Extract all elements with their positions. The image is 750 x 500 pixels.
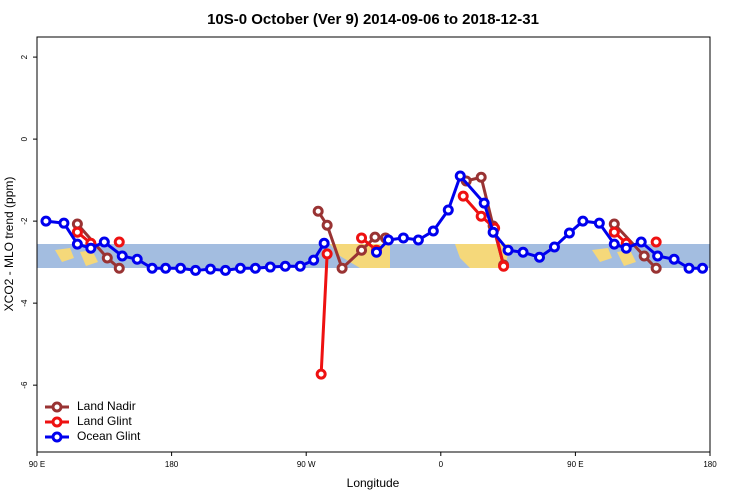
data-point: [697, 262, 709, 274]
x-tick-label: 0: [439, 460, 444, 469]
data-point: [442, 204, 454, 216]
data-point: [652, 250, 664, 262]
data-point: [454, 170, 466, 182]
data-point: [318, 237, 330, 249]
data-point: [294, 260, 306, 272]
data-point: [498, 260, 510, 272]
data-point: [638, 250, 650, 262]
y-tick-label: -2: [20, 217, 29, 225]
data-point: [620, 242, 632, 254]
data-point: [608, 238, 620, 250]
data-point: [101, 252, 113, 264]
data-point: [650, 262, 662, 274]
legend-label: Land Nadir: [77, 399, 136, 413]
data-point: [160, 262, 172, 274]
data-point: [71, 238, 83, 250]
x-tick-label: 90 W: [297, 460, 316, 469]
data-point: [85, 242, 97, 254]
x-tick-label: 90 E: [29, 460, 45, 469]
data-point: [321, 248, 333, 260]
data-point: [370, 246, 382, 258]
y-tick-label: 2: [20, 54, 29, 59]
data-point: [321, 219, 333, 231]
data-point: [58, 217, 70, 229]
series-line: [77, 196, 656, 374]
x-tick-label: 180: [703, 460, 717, 469]
chart-title: 10S-0 October (Ver 9) 2014-09-06 to 2018…: [207, 11, 539, 28]
data-point: [608, 226, 620, 238]
data-point: [427, 225, 439, 237]
x-axis-label: Longitude: [347, 476, 400, 490]
data-point: [249, 262, 261, 274]
data-point: [264, 261, 276, 273]
data-point: [98, 236, 110, 248]
data-point: [534, 251, 546, 263]
data-point: [548, 241, 560, 253]
y-tick-label: -4: [20, 299, 29, 307]
data-point: [382, 234, 394, 246]
legend-label: Ocean Glint: [77, 429, 141, 443]
y-tick-label: -6: [20, 381, 29, 389]
y-axis-label: XCO2 - MLO trend (ppm): [2, 177, 16, 312]
data-point: [593, 217, 605, 229]
data-point: [563, 227, 575, 239]
data-point: [517, 246, 529, 258]
data-point: [113, 262, 125, 274]
legend-label: Land Glint: [77, 414, 132, 428]
data-point: [502, 244, 514, 256]
legend-marker: [51, 416, 63, 428]
data-point: [40, 215, 52, 227]
data-point: [475, 171, 487, 183]
plot-frame: [36, 36, 711, 453]
data-point: [356, 232, 368, 244]
data-point: [219, 264, 231, 276]
data-point: [668, 253, 680, 265]
data-point: [146, 262, 158, 274]
data-point: [234, 262, 246, 274]
data-point: [116, 250, 128, 262]
data-point: [190, 264, 202, 276]
legend-marker: [51, 401, 63, 413]
data-point: [397, 232, 409, 244]
data-point: [204, 263, 216, 275]
legend-marker: [51, 431, 63, 443]
data-point: [131, 253, 143, 265]
data-point: [113, 236, 125, 248]
data-point: [175, 262, 187, 274]
data-point: [478, 197, 490, 209]
data-point: [650, 236, 662, 248]
data-point: [412, 234, 424, 246]
data-point: [71, 226, 83, 238]
data-point: [336, 262, 348, 274]
data-point: [312, 205, 324, 217]
data-point: [457, 190, 469, 202]
data-point: [487, 226, 499, 238]
y-tick-label: 0: [20, 136, 29, 141]
x-tick-label: 180: [165, 460, 179, 469]
data-point: [356, 244, 368, 256]
data-point: [308, 254, 320, 266]
data-point: [369, 231, 381, 243]
data-point: [315, 368, 327, 380]
data-point: [683, 262, 695, 274]
data-point: [279, 260, 291, 272]
data-point: [475, 210, 487, 222]
data-point: [577, 215, 589, 227]
x-tick-label: 90 E: [567, 460, 583, 469]
data-point: [635, 236, 647, 248]
